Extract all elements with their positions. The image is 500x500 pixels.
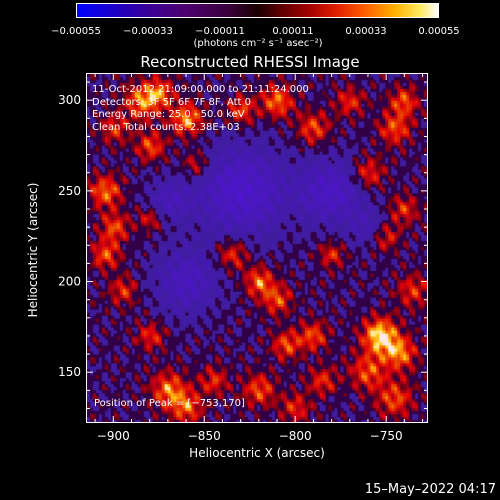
peak-position-label: Position of Peak = [−753,170] [94,398,245,409]
y-tick-label: 300 [58,93,81,107]
x-tick-label: −750 [370,429,403,443]
chart-title: Reconstructed RHESSI Image [140,53,360,71]
colorbar-tick-label: 0.00033 [345,26,387,37]
info-annotation-block: 11-Oct-2012 21:09:00.000 to 21:11:24.000… [92,84,309,134]
x-axis-label: Heliocentric X (arcsec) [189,446,325,460]
energy-range-label: Energy Range: 25.0 - 50.0 keV [92,109,245,120]
colorbar-tick-label: −0.00011 [195,26,245,37]
y-tick-label: 250 [58,184,81,198]
x-tick-label: −800 [279,429,312,443]
x-tick-label: −850 [188,429,221,443]
algorithm-counts-label: Clean Total counts: 2.38E+03 [92,121,240,133]
detectors-label: Detectors: 3F 5F 6F 7F 8F, Att 0 [92,96,252,108]
colorbar-tick-label: −0.00033 [123,26,173,37]
y-axis-label: Heliocentric Y (arcsec) [26,182,40,318]
plot-datestamp: 15–May–2022 04:17 [364,482,496,497]
y-tick-label: 150 [58,365,81,379]
colorbar-tick-label: −0.00055 [51,26,101,37]
colorbar-tick-label: 0.00055 [418,26,460,37]
y-tick-label: 200 [58,275,81,289]
heatmap-image [87,74,427,422]
time-range-label: 11-Oct-2012 21:09:00.000 to 21:11:24.000 [92,84,309,95]
colorbar-tick-label: 0.00011 [272,26,314,37]
colorbar-units: (photons cm⁻² s⁻¹ asec⁻²) [193,38,323,49]
colorbar [76,3,439,18]
plot-area [86,73,428,423]
x-tick-label: −900 [97,429,130,443]
